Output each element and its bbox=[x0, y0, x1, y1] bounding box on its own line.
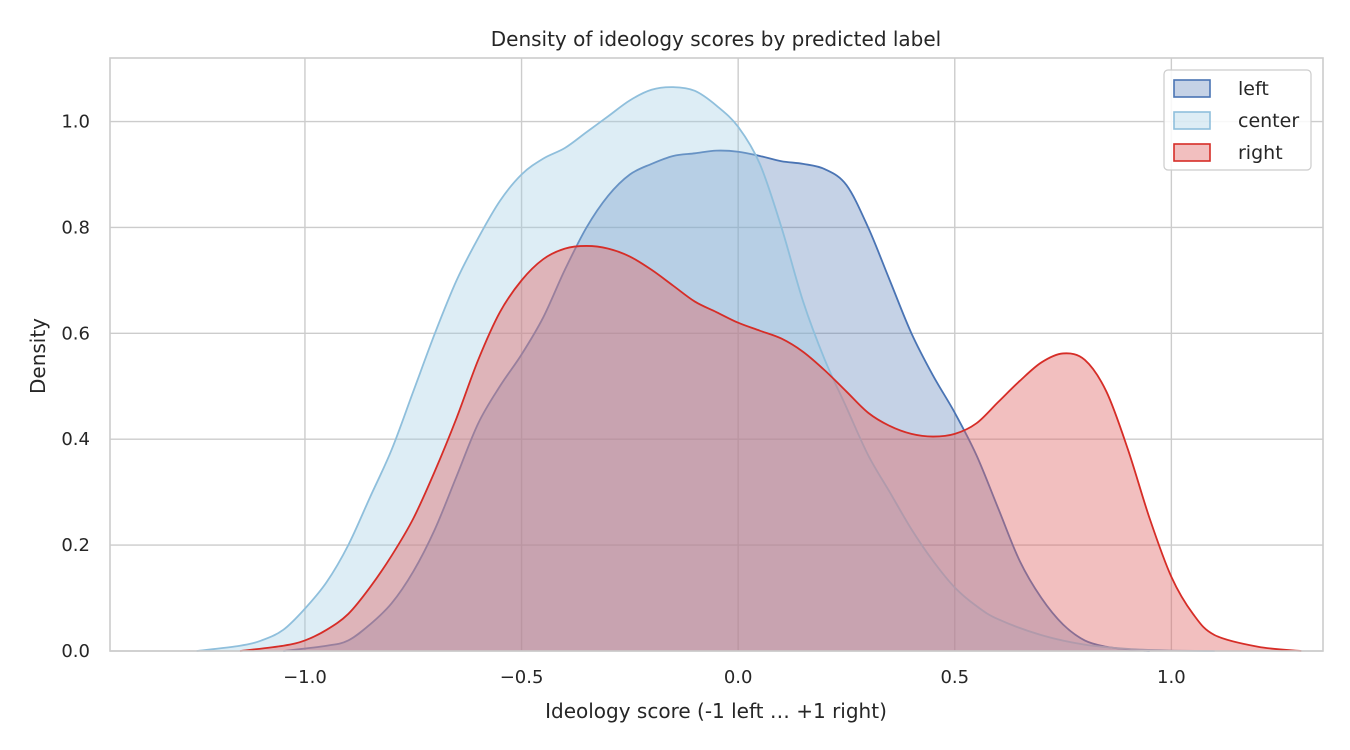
y-tick-label: 0.4 bbox=[61, 429, 90, 450]
legend: left center right bbox=[1163, 69, 1312, 171]
y-tick-label: 0.8 bbox=[61, 217, 90, 238]
density-area-left bbox=[283, 150, 1150, 651]
legend-label-right: right bbox=[1238, 142, 1283, 164]
legend-swatch-center bbox=[1173, 111, 1211, 130]
y-tick-label: 0.2 bbox=[61, 535, 90, 556]
y-tick-label: 0.6 bbox=[61, 323, 90, 344]
y-tick-label: 0.0 bbox=[61, 641, 90, 662]
plot-frame bbox=[109, 57, 1324, 652]
x-axis-label: Ideology score (-1 left … +1 right) bbox=[545, 699, 887, 723]
x-tick-label: 0.5 bbox=[940, 667, 969, 688]
x-tick-label: 0.0 bbox=[724, 667, 753, 688]
x-tick-label: −0.5 bbox=[500, 667, 544, 688]
density-line-right bbox=[239, 245, 1302, 652]
density-line-left bbox=[283, 149, 1150, 652]
legend-swatch-right bbox=[1173, 143, 1211, 162]
x-axis-ticks: −1.0 −0.5 0.0 0.5 1.0 bbox=[283, 667, 1186, 688]
density-areas bbox=[196, 86, 1302, 652]
legend-box bbox=[1163, 69, 1312, 171]
y-axis-ticks: 0.0 0.2 0.4 0.6 0.8 1.0 bbox=[61, 112, 90, 662]
y-axis-label: Density bbox=[26, 318, 50, 394]
legend-swatch-left bbox=[1173, 79, 1211, 98]
density-area-right bbox=[239, 245, 1302, 651]
legend-label-left: left bbox=[1238, 78, 1269, 100]
legend-label-center: center bbox=[1238, 110, 1299, 132]
x-tick-label: 1.0 bbox=[1157, 667, 1186, 688]
density-line-center bbox=[196, 86, 1215, 652]
density-area-center bbox=[196, 87, 1215, 651]
chart-title: Density of ideology scores by predicted … bbox=[491, 27, 942, 51]
y-tick-label: 1.0 bbox=[61, 112, 90, 133]
x-tick-label: −1.0 bbox=[283, 667, 327, 688]
